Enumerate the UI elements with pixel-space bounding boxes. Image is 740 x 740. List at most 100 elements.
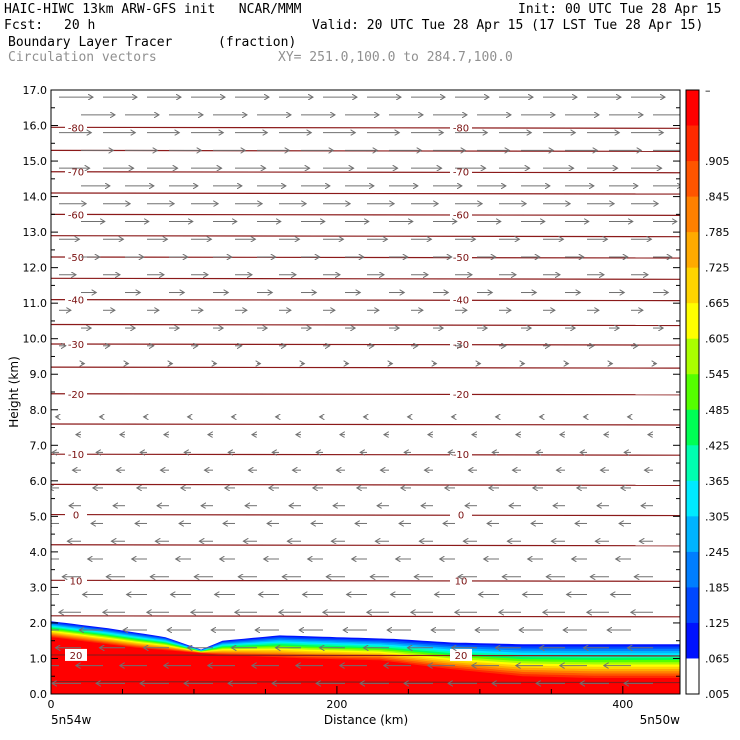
colorbar-swatch bbox=[686, 551, 699, 588]
y-tick-label: 15.0 bbox=[23, 155, 48, 168]
isotherm-label-bg bbox=[450, 165, 472, 178]
colorbar-swatch bbox=[686, 445, 699, 482]
isotherm-label: -20 bbox=[453, 390, 469, 401]
colorbar-swatch bbox=[686, 196, 699, 233]
y-axis: 0.0 1.0 2.0 3.0 4.0 5.0 6.0 7.0 8.0 9.0 10.0 11.0 12… bbox=[23, 84, 680, 701]
isotherm-label: -50 bbox=[453, 253, 469, 264]
colorbar-label: .125 bbox=[705, 617, 730, 630]
x-endpoint-right: 5n50w bbox=[640, 713, 681, 727]
y-axis-label: Height (km) bbox=[7, 356, 21, 427]
isotherm-label: 10 bbox=[455, 576, 468, 587]
y-tick-label: 5.0 bbox=[30, 510, 48, 523]
isotherm-line bbox=[51, 513, 680, 517]
colorbar-label: – bbox=[705, 84, 711, 97]
isotherm-label: -70 bbox=[68, 168, 84, 179]
isotherm-label: 20 bbox=[70, 651, 83, 662]
y-tick-label: 8.0 bbox=[30, 404, 48, 417]
isotherm-label-bg bbox=[65, 508, 87, 521]
model-title: HAIC-HIWC 13km ARW-GFS init NCAR/MMM bbox=[4, 2, 302, 17]
colorbar: – .905 .845 .785 .725 .665 .605 .545 .485 .425 .36… bbox=[685, 84, 730, 701]
colorbar-label: .185 bbox=[705, 581, 730, 594]
isotherm-label: -60 bbox=[68, 210, 84, 221]
isotherm-label-bg bbox=[450, 250, 472, 263]
colorbar-label: .005 bbox=[705, 688, 730, 701]
y-tick-label: 9.0 bbox=[30, 368, 48, 381]
field-units: (fraction) bbox=[218, 35, 297, 50]
isotherm-label: -80 bbox=[68, 123, 84, 134]
colorbar-label: .245 bbox=[705, 546, 730, 559]
isotherm-label: 0 bbox=[73, 511, 79, 522]
x-tick-label: 0 bbox=[48, 698, 55, 711]
colorbar-swatch bbox=[686, 232, 699, 269]
isotherm-label-bg bbox=[65, 208, 87, 221]
colorbar-swatch bbox=[686, 303, 699, 340]
colorbar-swatch bbox=[686, 516, 699, 553]
isotherm-label-bg bbox=[65, 121, 87, 134]
vector-field-name: Circulation vectors bbox=[8, 50, 157, 65]
y-tick-label: 13.0 bbox=[23, 226, 48, 239]
isotherm-label: 20 bbox=[455, 651, 468, 662]
colorbar-frame bbox=[685, 89, 700, 695]
colorbar-label: .365 bbox=[705, 475, 730, 488]
isotherm-line bbox=[51, 192, 680, 195]
field-name: Boundary Layer Tracer bbox=[8, 35, 173, 50]
isotherm-label: -30 bbox=[68, 340, 84, 351]
isotherm-label: -10 bbox=[68, 450, 84, 461]
isotherm-label-bg bbox=[450, 387, 472, 400]
isotherm-line bbox=[51, 453, 680, 456]
isotherm-line bbox=[51, 235, 680, 238]
isotherm-label-bg bbox=[450, 293, 472, 306]
isotherm-line bbox=[51, 171, 680, 174]
isotherm-label-bg bbox=[65, 448, 87, 461]
x-endpoint-left: 5n54w bbox=[51, 713, 92, 727]
colorbar-label: .665 bbox=[705, 297, 730, 310]
colorbar-label: .425 bbox=[705, 439, 730, 452]
isotherm-label-bg bbox=[450, 508, 472, 521]
isotherm-label-bg bbox=[450, 208, 472, 221]
isotherm-label-bg bbox=[65, 338, 87, 351]
isotherm-line bbox=[51, 483, 680, 486]
colorbar-label: .545 bbox=[705, 368, 730, 381]
x-tick-label: 400 bbox=[612, 698, 633, 711]
colorbar-label: .065 bbox=[705, 652, 730, 665]
isotherm-label-bg bbox=[450, 121, 472, 134]
isotherm-label: -10 bbox=[453, 450, 469, 461]
isotherm-line bbox=[51, 343, 680, 346]
valid-time: Valid: 20 UTC Tue 28 Apr 15 (17 LST Tue … bbox=[312, 18, 704, 33]
isotherm-line bbox=[51, 256, 680, 259]
forecast-label: Fcst: bbox=[4, 18, 44, 33]
y-tick-label: 0.0 bbox=[30, 688, 48, 701]
y-tick-label: 11.0 bbox=[23, 297, 48, 310]
y-tick-label: 6.0 bbox=[30, 475, 48, 488]
init-time: Init: 00 UTC Tue 28 Apr 15 bbox=[518, 2, 722, 17]
colorbar-label: .785 bbox=[705, 226, 730, 239]
y-tick-label: 10.0 bbox=[23, 333, 48, 346]
isotherm-line bbox=[51, 654, 680, 657]
isotherm-label: -20 bbox=[68, 390, 84, 401]
y-tick-label: 2.0 bbox=[30, 617, 48, 630]
y-tick-label: 4.0 bbox=[30, 546, 48, 559]
colorbar-swatch bbox=[686, 267, 699, 304]
x-axis-label: Distance (km) bbox=[324, 713, 408, 727]
colorbar-label: .485 bbox=[705, 404, 730, 417]
colorbar-swatch bbox=[686, 90, 699, 127]
colorbar-swatch bbox=[686, 125, 699, 162]
colorbar-label: .725 bbox=[705, 262, 730, 275]
y-tick-label: 14.0 bbox=[23, 191, 48, 204]
cross-section-endpoints: XY= 251.0,100.0 to 284.7,100.0 bbox=[278, 50, 513, 65]
isotherm-label: -40 bbox=[68, 296, 84, 307]
isotherm-line bbox=[51, 680, 680, 684]
isotherm-label-bg bbox=[65, 574, 87, 587]
colorbar-swatch bbox=[686, 338, 699, 375]
isotherm-label: 0 bbox=[458, 511, 464, 522]
isotherm-label: -60 bbox=[453, 210, 469, 221]
isotherm-line bbox=[51, 299, 680, 302]
y-tick-label: 17.0 bbox=[23, 84, 48, 97]
isotherm-label-bg bbox=[450, 648, 472, 661]
isotherm-line bbox=[51, 213, 680, 216]
colorbar-swatch bbox=[686, 161, 699, 198]
colorbar-label: .305 bbox=[705, 510, 730, 523]
colorbar-swatch bbox=[686, 409, 699, 446]
colorbar-swatch bbox=[686, 622, 699, 659]
temperature-contours: -80 -80-70 -70-60 -60-50 -50-40 -40-30 -30-20-… bbox=[51, 121, 680, 684]
